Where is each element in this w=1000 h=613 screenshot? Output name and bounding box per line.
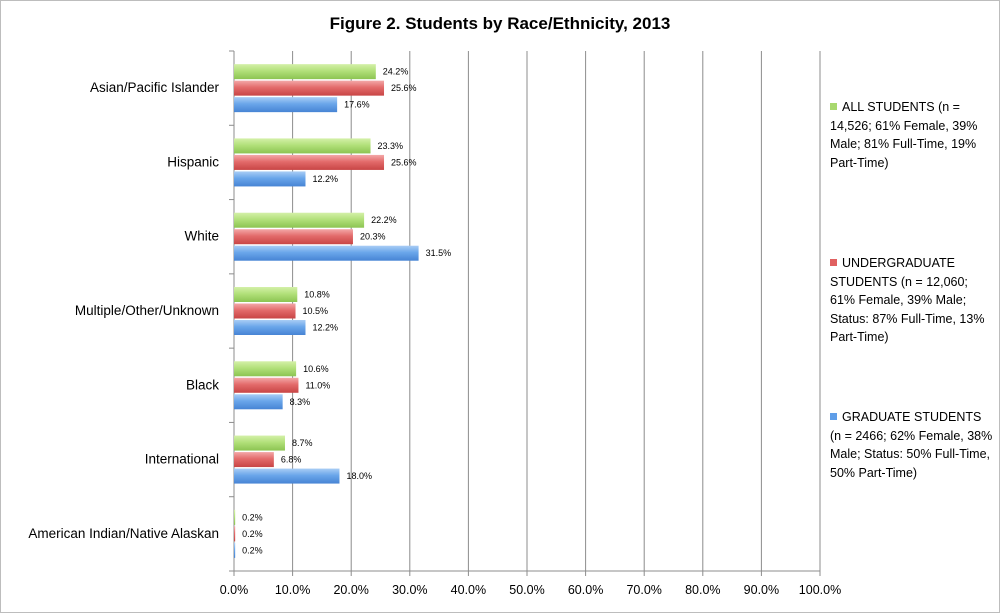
bar-undergraduate-students-hispanic <box>234 154 385 170</box>
bar-undergraduate-students-multiple-other-unknown <box>234 303 296 319</box>
bar-graduate-students-multiple-other-unknown <box>234 320 306 335</box>
bar-undergraduate-students-international <box>234 452 274 468</box>
data-label: 0.2% <box>242 545 263 555</box>
bar-graduate-students-black <box>234 394 283 410</box>
chart-title: Figure 2. Students by Race/Ethnicity, 20… <box>329 14 671 33</box>
legend-label-all-students: ALL STUDENTS (n = 14,526; 61% Female, 39… <box>830 100 978 170</box>
data-label: 10.5% <box>303 306 329 316</box>
legend-item-undergraduate-students: UNDERGRADUATE STUDENTS (n = 12,060; 61% … <box>830 254 995 347</box>
bar-all-students-white <box>234 212 365 228</box>
bar-graduate-students-asian-pacific-islander <box>234 97 338 113</box>
bar-undergraduate-students-american-indian-native-alaskan <box>234 526 236 542</box>
x-tick-label: 60.0% <box>568 583 603 597</box>
x-tick-label: 100.0% <box>799 583 841 597</box>
x-tick-label: 90.0% <box>744 583 779 597</box>
legend-label-undergraduate-students: UNDERGRADUATE STUDENTS (n = 12,060; 61% … <box>830 256 985 344</box>
legend-item-all-students: ALL STUDENTS (n = 14,526; 61% Female, 39… <box>830 98 995 172</box>
legend-label-graduate-students: GRADUATE STUDENTS (n = 2466; 62% Female,… <box>830 410 993 480</box>
bar-all-students-international <box>234 435 285 451</box>
category-label-multiple-other-unknown: Multiple/Other/Unknown <box>75 303 219 318</box>
bar-graduate-students-american-indian-native-alaskan <box>234 542 236 558</box>
x-tick-label: 10.0% <box>275 583 310 597</box>
data-label: 24.2% <box>383 67 409 77</box>
x-tick-label: 30.0% <box>392 583 427 597</box>
legend-swatch-graduate-students <box>830 413 837 420</box>
data-label: 6.8% <box>281 455 302 465</box>
bar-all-students-hispanic <box>234 138 371 154</box>
data-label: 22.2% <box>371 215 397 225</box>
data-label: 25.6% <box>391 157 417 167</box>
data-label: 12.2% <box>312 323 338 333</box>
data-label: 12.2% <box>312 174 338 184</box>
bar-all-students-asian-pacific-islander <box>234 64 376 80</box>
legend-item-graduate-students: GRADUATE STUDENTS (n = 2466; 62% Female,… <box>830 408 995 482</box>
category-label-black: Black <box>186 377 219 392</box>
x-tick-label: 70.0% <box>626 583 661 597</box>
data-label: 17.6% <box>344 100 370 110</box>
data-label: 31.5% <box>426 248 452 258</box>
data-label: 8.7% <box>292 438 313 448</box>
data-label: 18.0% <box>346 471 372 481</box>
bar-all-students-black <box>234 361 297 377</box>
bar-all-students-american-indian-native-alaskan <box>234 509 236 525</box>
category-label-hispanic: Hispanic <box>167 154 219 169</box>
data-label: 11.0% <box>305 380 330 390</box>
x-tick-label: 50.0% <box>509 583 544 597</box>
category-label-international: International <box>145 452 219 467</box>
data-label: 8.3% <box>290 397 311 407</box>
bar-all-students-multiple-other-unknown <box>234 287 298 302</box>
data-label: 23.3% <box>378 141 404 151</box>
data-label: 20.3% <box>360 232 386 242</box>
bar-graduate-students-international <box>234 468 340 484</box>
x-tick-label: 40.0% <box>451 583 486 597</box>
data-label: 25.6% <box>391 83 417 93</box>
bar-graduate-students-hispanic <box>234 171 306 187</box>
bar-undergraduate-students-white <box>234 229 353 245</box>
data-label: 0.2% <box>242 512 263 522</box>
bar-undergraduate-students-asian-pacific-islander <box>234 80 385 96</box>
bar-undergraduate-students-black <box>234 377 299 393</box>
x-tick-label: 20.0% <box>333 583 368 597</box>
category-label-asian-pacific-islander: Asian/Pacific Islander <box>90 80 220 95</box>
x-tick-label: 0.0% <box>220 583 249 597</box>
category-label-white: White <box>184 229 219 244</box>
x-tick-label: 80.0% <box>685 583 720 597</box>
legend-swatch-all-students <box>830 103 837 110</box>
category-label-american-indian-native-alaskan: American Indian/Native Alaskan <box>28 526 219 541</box>
data-label: 10.8% <box>304 290 330 300</box>
bar-graduate-students-white <box>234 245 419 261</box>
data-label: 10.6% <box>303 364 329 374</box>
legend-swatch-undergraduate-students <box>830 259 837 266</box>
data-label: 0.2% <box>242 529 263 539</box>
